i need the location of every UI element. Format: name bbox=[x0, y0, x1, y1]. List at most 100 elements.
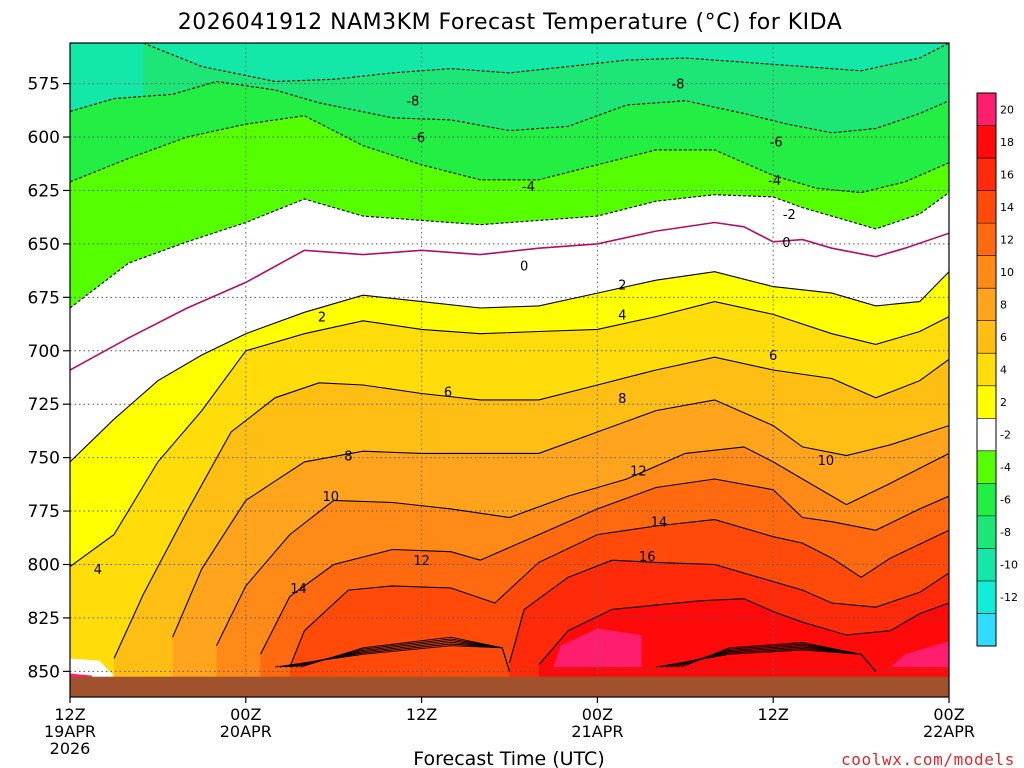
contour-label-19: 12 bbox=[630, 464, 647, 479]
contour-label-22: 16 bbox=[639, 550, 656, 565]
colorbar-bin-0 bbox=[977, 93, 996, 127]
y-tick-label-650: 650 bbox=[28, 235, 60, 255]
y-tick-label-575: 575 bbox=[28, 75, 60, 95]
colorbar-label-9: 2 bbox=[1000, 396, 1007, 409]
colorbar-legend: 20 18 16 14 12 10 8 6 4 2 -2 -4 -6 -8 -10 -12 bbox=[976, 92, 1018, 647]
colorbar-bin-12 bbox=[977, 483, 996, 517]
contour-label-9: 2 bbox=[318, 311, 326, 326]
contour-line-0 bbox=[70, 221, 949, 371]
colorbar-bin-14 bbox=[977, 548, 996, 582]
plot-area: -8 -8 -6 -6 -4 -4 -2 0 0 2 2 4 6 6 8 8 10 10 12 12 14 14 16 4 bbox=[70, 43, 949, 697]
colorbar-label-6: 8 bbox=[1000, 298, 1007, 311]
colorbar-label-10: -2 bbox=[1000, 429, 1011, 442]
y-tick-label-700: 700 bbox=[28, 342, 60, 362]
contour-line-4 bbox=[70, 301, 949, 568]
contour-label-2: -6 bbox=[412, 131, 425, 146]
contour-line--6 bbox=[70, 80, 949, 134]
contour-line--8 bbox=[143, 43, 949, 83]
contour-labels: -8 -8 -6 -6 -4 -4 -2 0 0 2 2 4 6 6 8 8 10 10 12 12 14 14 16 4 bbox=[94, 78, 835, 597]
contour-label-0: -8 bbox=[671, 78, 684, 93]
contour-label-6: -2 bbox=[783, 208, 796, 223]
colorbar-label-1: 18 bbox=[1000, 136, 1014, 149]
colorbar-label-5: 10 bbox=[1000, 266, 1014, 279]
colorbar-label-4: 12 bbox=[1000, 233, 1014, 246]
contour-label-17: 10 bbox=[818, 454, 835, 469]
x-tick-label-5-1: 00Z bbox=[933, 705, 964, 724]
contour-line-6 bbox=[113, 356, 949, 659]
contour-label-8: 0 bbox=[782, 236, 790, 251]
ground-terrain bbox=[70, 676, 949, 697]
colorbar-bin-10 bbox=[977, 418, 996, 452]
contour-label-13: 6 bbox=[769, 349, 777, 364]
x-tick-label-4-1: 12Z bbox=[758, 705, 789, 724]
contour-label-16: 10 bbox=[322, 490, 339, 505]
contour-lines bbox=[70, 43, 949, 672]
colorbar-label-3: 14 bbox=[1000, 201, 1014, 214]
x-tick-label-3-2: 21APR bbox=[571, 722, 623, 741]
colorbar-bin-15 bbox=[977, 580, 996, 614]
contour-label-4: -4 bbox=[522, 180, 535, 195]
inversion-contour-0-5 bbox=[300, 636, 510, 672]
y-tick-label-675: 675 bbox=[28, 288, 60, 308]
warm-core-1 bbox=[890, 641, 949, 668]
colorbar-label-13: -8 bbox=[1000, 526, 1011, 539]
y-tick-label-825: 825 bbox=[28, 609, 60, 629]
colorbar-bin-1 bbox=[977, 125, 996, 159]
contour-label-15: 8 bbox=[618, 392, 626, 407]
colorbar-bin-16 bbox=[977, 613, 996, 647]
x-tick-label-0-1: 12Z bbox=[54, 705, 85, 724]
contour-label-20: 14 bbox=[290, 582, 307, 597]
contour-line-10 bbox=[216, 446, 949, 646]
contour-label-5: -4 bbox=[768, 174, 781, 189]
x-tick-label-0-2: 19APR bbox=[44, 722, 96, 741]
contour-label-21: 14 bbox=[651, 516, 668, 531]
inversion-contour-1-5 bbox=[681, 642, 877, 672]
y-tick-label-725: 725 bbox=[28, 395, 60, 415]
colorbar-bin-13 bbox=[977, 515, 996, 549]
contour-label-10: 2 bbox=[618, 279, 626, 294]
y-tick-label-750: 750 bbox=[28, 449, 60, 469]
x-tick-label-5-2: 22APR bbox=[923, 722, 975, 741]
y-tick-label-850: 850 bbox=[28, 662, 60, 682]
colorbar-bin-8 bbox=[977, 353, 996, 387]
contour-line-14 bbox=[289, 519, 949, 668]
colorbar-bin-5 bbox=[977, 255, 996, 289]
contour-label-12: 6 bbox=[444, 385, 452, 400]
colorbar-bin-7 bbox=[977, 320, 996, 354]
x-tick-label-3-1: 00Z bbox=[582, 705, 613, 724]
colorbar-label-8: 4 bbox=[1000, 364, 1007, 377]
contour-label-14: 8 bbox=[344, 449, 352, 464]
colorbar-bin-9 bbox=[977, 385, 996, 419]
contour-line-12 bbox=[260, 478, 949, 655]
grid-lines bbox=[70, 43, 949, 697]
x-axis-label: Forecast Time (UTC) bbox=[413, 748, 604, 768]
colorbar-bin-2 bbox=[977, 158, 996, 192]
contour-label-7: 0 bbox=[520, 259, 528, 274]
plot-frame bbox=[69, 42, 950, 698]
y-axis: 575 600 625 650 675 700 725 750 775 800 825 850 bbox=[28, 75, 70, 682]
colorbar-bin-6 bbox=[977, 288, 996, 322]
contour-label-1: -8 bbox=[406, 95, 419, 110]
colorbar-label-14: -10 bbox=[1000, 559, 1018, 572]
chart-title: 2026041912 NAM3KM Forecast Temperature (… bbox=[178, 10, 843, 35]
x-tick-label-1-2: 20APR bbox=[220, 722, 272, 741]
colorbar-label-12: -6 bbox=[1000, 494, 1011, 507]
contour-line-2 bbox=[70, 271, 949, 463]
x-tick-label-2-1: 12Z bbox=[406, 705, 437, 724]
x-tick-label-1-1: 00Z bbox=[230, 705, 261, 724]
credit-text: coolwx.com/models bbox=[841, 750, 1015, 768]
colorbar-label-2: 16 bbox=[1000, 168, 1014, 181]
contour-line-18 bbox=[538, 598, 949, 666]
y-tick-label-600: 600 bbox=[28, 128, 60, 148]
contour-label-3: -6 bbox=[770, 135, 783, 150]
colorbar-frame bbox=[976, 92, 997, 647]
colorbar-label-7: 6 bbox=[1000, 331, 1007, 344]
y-tick-label-800: 800 bbox=[28, 555, 60, 575]
colorbar-bin-4 bbox=[977, 223, 996, 257]
ground-fill bbox=[70, 676, 949, 697]
contour-label-11: 4 bbox=[618, 308, 626, 323]
colorbar-label-11: -4 bbox=[1000, 461, 1011, 474]
y-tick-label-625: 625 bbox=[28, 181, 60, 201]
